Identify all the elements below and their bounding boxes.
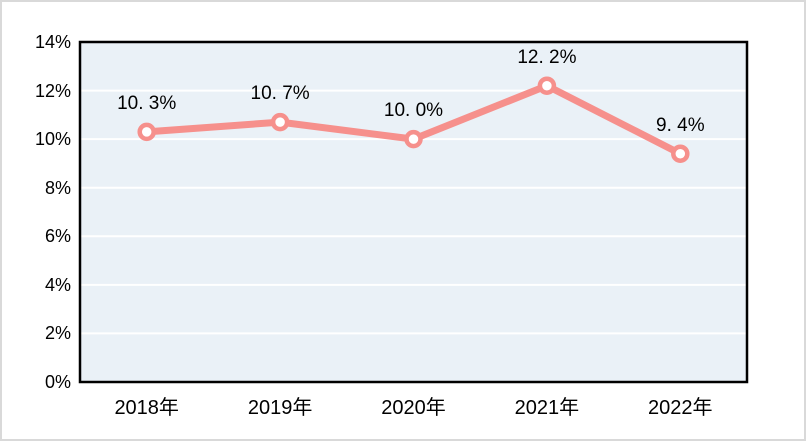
x-axis-category-label: 2020年 [381,397,446,419]
y-axis-tick-label: 6% [44,226,71,247]
y-axis-tick-label: 10% [34,129,71,150]
plot-border [78,40,749,384]
y-axis-tick-label: 0% [44,372,71,392]
data-point-marker [537,76,557,95]
data-point-label: 10. 3% [117,92,177,114]
data-point-marker [270,112,290,132]
y-axis-tick-label: 2% [44,323,71,344]
data-point-label: 12. 2% [517,46,577,68]
data-point-label: 10. 7% [250,83,310,105]
y-axis-tick-label: 4% [44,274,71,295]
x-axis-category-label: 2019年 [247,397,313,419]
data-point-label: 9. 4% [656,114,705,136]
y-axis-tick-label: 8% [44,177,71,198]
data-point-marker [137,122,156,142]
data-point-markers [137,76,690,163]
x-axis-category-label: 2022年 [648,397,713,419]
y-axis-tick-label: 14% [34,32,71,52]
x-axis-category-label: 2021年 [514,397,580,419]
data-point-marker [404,129,423,149]
data-point-label: 10. 0% [383,100,444,122]
x-axis-category-label: 2018年 [114,397,179,419]
data-point-marker [671,144,690,163]
y-axis-tick-label: 12% [34,80,71,101]
plot-area-background [80,42,747,382]
